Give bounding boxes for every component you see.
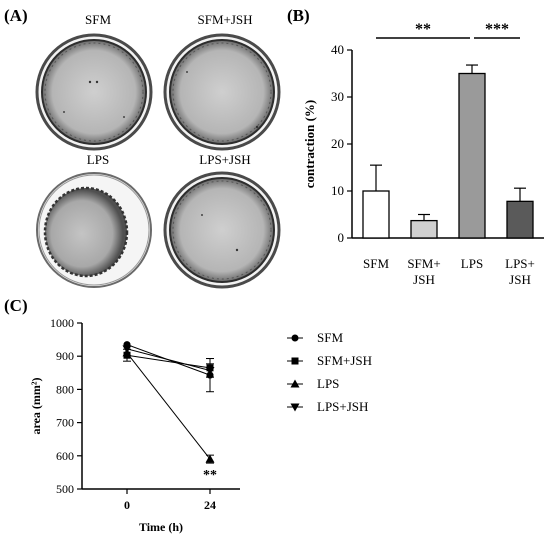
- line-series-lps: [122, 348, 215, 464]
- bar-y-tick-label: 10: [331, 183, 344, 198]
- legend-marker: [290, 403, 300, 412]
- panel-c-label: (C): [4, 296, 28, 315]
- bar-y-tick-label: 20: [331, 136, 344, 151]
- bar-x-tick-label: LPS+ JSH: [505, 256, 535, 287]
- panel-a-label: (A): [4, 6, 28, 25]
- dish-sfm-jsh-photo: [163, 33, 281, 151]
- legend-label: LPS: [317, 376, 339, 391]
- bar: [362, 190, 390, 239]
- series-line: [126, 354, 211, 369]
- bar: [458, 72, 486, 239]
- series-point: [122, 345, 132, 354]
- bar-x-tick-label: SFM+ JSH: [407, 256, 440, 287]
- contraction-bar-chart: 0 10 20 30 40 contraction (%) SFM SFM+ JSH LPS LPS…: [302, 21, 544, 287]
- dish-sfm-photo: [35, 33, 153, 151]
- line-y-tick-label: 1000: [50, 316, 74, 330]
- line-y-axis-label: area (mm²): [29, 377, 43, 434]
- line-y-tick-label: 600: [56, 449, 74, 463]
- area-line-chart: 500 600 700 800 900 1000 0 24 Time (h) area (mm²)…: [29, 316, 372, 534]
- series-line: [126, 348, 211, 371]
- bar-y-tick-label: 40: [331, 42, 344, 57]
- legend-marker: [291, 357, 299, 365]
- bar: [506, 200, 534, 239]
- dish-label-lps: LPS: [86, 152, 110, 167]
- series-point: [205, 366, 215, 375]
- dish-label-sfm-jsh: SFM+JSH: [197, 12, 253, 27]
- legend-marker: [290, 379, 300, 388]
- line-y-tick-label: 500: [56, 482, 74, 496]
- line-series-lps-jsh: [122, 345, 215, 378]
- legend-label: SFM+JSH: [317, 353, 372, 368]
- bar-y-tick-label: 30: [331, 89, 344, 104]
- significance-label: ***: [485, 21, 509, 38]
- dish-label-sfm: SFM: [84, 12, 112, 27]
- bar-x-tick-label: LPS: [461, 256, 483, 271]
- bar: [410, 219, 438, 239]
- dish-lps-jsh-photo: [163, 171, 281, 289]
- line-x-tick-label: 0: [124, 498, 130, 512]
- bar-x-tick-label: SFM: [363, 256, 389, 271]
- dish-lps-photo: [36, 172, 152, 288]
- line-y-tick-label: 800: [56, 382, 74, 396]
- series-point: [205, 454, 215, 463]
- significance-annotation: **: [203, 468, 217, 483]
- line-y-tick-label: 900: [56, 349, 74, 363]
- bar-y-tick-label: 0: [338, 230, 345, 245]
- line-series-sfm-jsh: [123, 348, 214, 378]
- line-y-tick-label: 700: [56, 416, 74, 430]
- legend-marker: [291, 334, 299, 342]
- legend-label: SFM: [317, 330, 343, 345]
- line-x-tick-label: 24: [204, 498, 216, 512]
- dish-label-lps-jsh: LPS+JSH: [199, 152, 251, 167]
- series-line: [126, 352, 211, 460]
- significance-label: **: [415, 21, 431, 38]
- panel-b-label: (B): [287, 6, 310, 25]
- line-x-axis-label: Time (h): [139, 520, 183, 534]
- legend-label: LPS+JSH: [317, 399, 368, 414]
- bar-y-axis-label: contraction (%): [302, 100, 317, 188]
